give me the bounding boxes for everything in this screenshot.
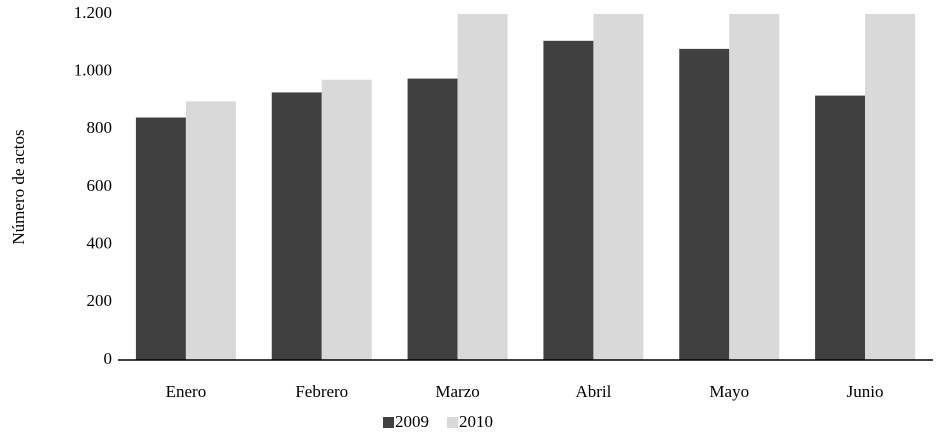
bar [457, 14, 508, 360]
legend-swatch [447, 417, 458, 428]
bar [815, 95, 866, 361]
y-tick-label: 600 [87, 176, 113, 195]
y-axis-label: Número de actos [9, 129, 28, 244]
bar [135, 117, 186, 361]
x-tick-label: Febrero [295, 382, 348, 401]
bar [593, 14, 644, 360]
y-tick-label: 400 [87, 234, 113, 253]
x-tick-label: Enero [166, 382, 207, 401]
x-tick-label: Junio [847, 382, 884, 401]
legend-label: 2010 [459, 412, 493, 431]
bar [543, 40, 594, 360]
y-tick-label: 1.000 [74, 61, 112, 80]
bar [679, 48, 730, 360]
y-tick-label: 800 [87, 118, 113, 137]
bar [407, 78, 458, 360]
bar [185, 101, 236, 361]
legend-swatch [383, 417, 394, 428]
x-tick-label: Abril [575, 382, 611, 401]
x-tick-label: Mayo [709, 382, 749, 401]
y-tick-label: 0 [104, 349, 113, 368]
bar [321, 79, 372, 361]
y-tick-label: 1.200 [74, 3, 112, 22]
bar [729, 14, 780, 360]
bar [865, 14, 916, 360]
bar [271, 92, 322, 360]
y-tick-label: 200 [87, 291, 113, 310]
legend-label: 2009 [395, 412, 429, 431]
x-tick-label: Marzo [435, 382, 479, 401]
